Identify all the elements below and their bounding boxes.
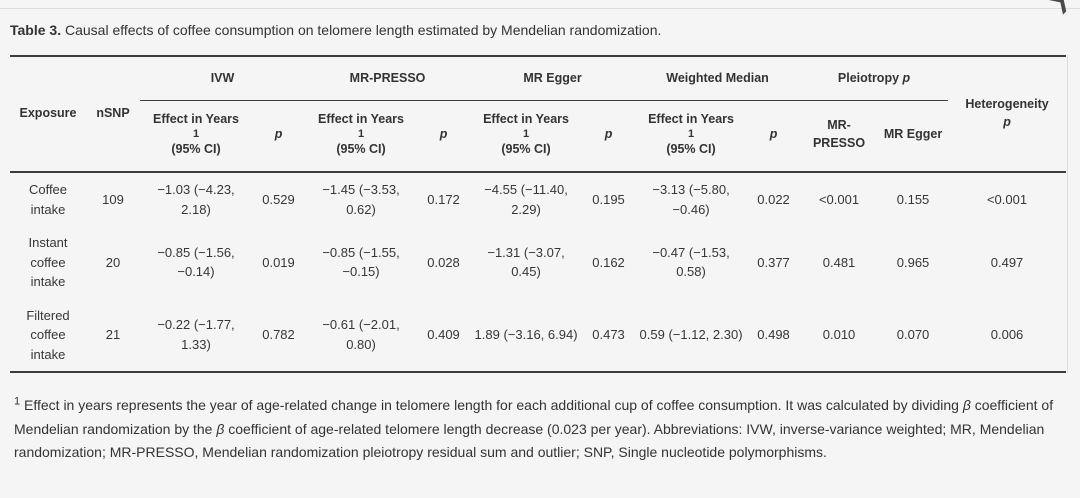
- sub-header-row: Effect in Years 1 (95% CI) p Effect in Y…: [10, 100, 1066, 172]
- cell-nsnp: 21: [105, 327, 121, 343]
- top-divider: [0, 8, 1080, 9]
- heterogeneity-p-symbol: p: [1003, 115, 1011, 130]
- table-footnote: 1 Effect in years represents the year of…: [14, 394, 1062, 465]
- cell-ivw-effect: −0.22 (−1.77, 1.33): [157, 317, 235, 352]
- cell-ivw-effect: −1.03 (−4.23, 2.18): [157, 182, 235, 217]
- cell-ivw-p: 0.019: [262, 254, 295, 270]
- cell-exposure: Instant coffee intake: [28, 235, 68, 290]
- cell-exposure: Coffee intake: [28, 182, 68, 217]
- cell-egger-effect: −4.55 (−11.40, 2.29): [484, 182, 568, 217]
- cell-pleio-egger: 0.070: [896, 327, 930, 343]
- subheader-egger-p: p: [604, 126, 613, 141]
- cell-nsnp: 20: [105, 254, 121, 270]
- subheader-wm-effect: Effect in Years 1 (95% CI): [648, 111, 734, 156]
- cell-pleio-egger: 0.155: [896, 191, 930, 207]
- header-nsnp: nSNP: [96, 106, 130, 121]
- heterogeneity-label: Heterogeneity: [965, 97, 1049, 112]
- table-caption-label: Table 3.: [10, 22, 62, 38]
- mendelian-randomization-table: Exposure nSNP IVW MR-PRESSO MR Egger Wei…: [10, 54, 1067, 374]
- cell-exposure: Filtered coffee intake: [26, 307, 70, 362]
- group-header-weighted-median: Weighted Median: [635, 55, 801, 101]
- cell-presso-effect: −0.85 (−1.55, −0.15): [322, 244, 400, 280]
- cell-heterogeneity: <0.001: [986, 191, 1028, 207]
- cell-wm-p: 0.498: [757, 327, 790, 343]
- cell-pleio-presso: 0.481: [822, 254, 856, 270]
- cell-pleio-egger: 0.965: [896, 254, 930, 270]
- subheader-presso-p: p: [439, 126, 448, 141]
- cell-presso-p: 0.028: [427, 254, 460, 270]
- cell-wm-effect: −0.47 (−1.53, 0.58): [652, 244, 730, 280]
- pleiotropy-label: Pleiotropy: [837, 70, 900, 85]
- header-heterogeneity-p: Heterogeneity p: [948, 56, 1066, 172]
- cell-egger-p: 0.473: [592, 327, 625, 343]
- subheader-presso-effect: Effect in Years 1 (95% CI): [318, 111, 404, 156]
- subheader-wm-p: p: [769, 126, 778, 141]
- pleiotropy-p-symbol: p: [902, 70, 911, 85]
- table-container: Exposure nSNP IVW MR-PRESSO MR Egger Wei…: [10, 54, 1068, 374]
- cell-pleio-presso: 0.010: [822, 327, 856, 343]
- cell-presso-effect: −0.61 (−2.01, 0.80): [322, 317, 400, 352]
- cell-wm-p: 0.377: [757, 254, 790, 270]
- subheader-ivw-effect: Effect in Years 1 (95% CI): [153, 111, 239, 156]
- cell-pleio-presso: <0.001: [818, 191, 860, 207]
- cell-heterogeneity: 0.006: [990, 327, 1024, 343]
- table-row-instant-coffee-intake: Instant coffee intake 20 −0.85 (−1.56, −…: [10, 226, 1066, 299]
- table-row-coffee-intake: Coffee intake 109 −1.03 (−4.23, 2.18) 0.…: [10, 172, 1066, 226]
- group-header-pleiotropy-p: Pleiotropy p: [800, 55, 949, 101]
- subheader-egger-effect: Effect in Years 1 (95% CI): [483, 111, 569, 156]
- table-body: Coffee intake 109 −1.03 (−4.23, 2.18) 0.…: [10, 172, 1066, 372]
- cell-wm-p: 0.022: [757, 191, 790, 207]
- cell-egger-effect: −1.31 (−3.07, 0.45): [487, 244, 565, 280]
- cell-ivw-p: 0.782: [262, 327, 295, 343]
- cell-presso-p: 0.409: [427, 327, 460, 343]
- cell-ivw-p: 0.529: [262, 191, 295, 207]
- cell-wm-effect: −3.13 (−5.80, −0.46): [652, 182, 730, 217]
- cell-nsnp: 109: [102, 191, 124, 207]
- table-caption: Table 3. Causal effects of coffee consum…: [0, 0, 1080, 55]
- table-header: Exposure nSNP IVW MR-PRESSO MR Egger Wei…: [10, 55, 1067, 173]
- cell-presso-effect: −1.45 (−3.53, 0.62): [322, 182, 400, 217]
- cell-egger-p: 0.162: [592, 254, 625, 270]
- cell-wm-effect: 0.59 (−1.12, 2.30): [639, 327, 743, 343]
- cell-egger-effect: 1.89 (−3.16, 6.94): [474, 327, 578, 343]
- subheader-pleio-mr-egger: MR Egger: [883, 126, 943, 141]
- group-header-mr-presso: MR-PRESSO: [305, 55, 471, 101]
- cell-heterogeneity: 0.497: [990, 254, 1024, 270]
- table-caption-text: Causal effects of coffee consumption on …: [61, 22, 662, 38]
- group-header-mr-egger: MR Egger: [470, 55, 636, 101]
- subheader-pleio-mr-presso: MR-PRESSO: [812, 117, 866, 150]
- table-row-filtered-coffee-intake: Filtered coffee intake 21 −0.22 (−1.77, …: [10, 299, 1066, 373]
- group-header-row: Exposure nSNP IVW MR-PRESSO MR Egger Wei…: [10, 55, 1066, 129]
- cell-presso-p: 0.172: [427, 191, 460, 207]
- cell-egger-p: 0.195: [592, 191, 625, 207]
- cell-ivw-effect: −0.85 (−1.56, −0.14): [157, 244, 235, 280]
- footnote-text: Effect in years represents the year of a…: [14, 397, 1054, 461]
- group-header-ivw: IVW: [140, 55, 306, 101]
- footnote-marker: 1: [14, 395, 21, 408]
- header-exposure: Exposure: [19, 106, 77, 121]
- subheader-ivw-p: p: [274, 126, 283, 141]
